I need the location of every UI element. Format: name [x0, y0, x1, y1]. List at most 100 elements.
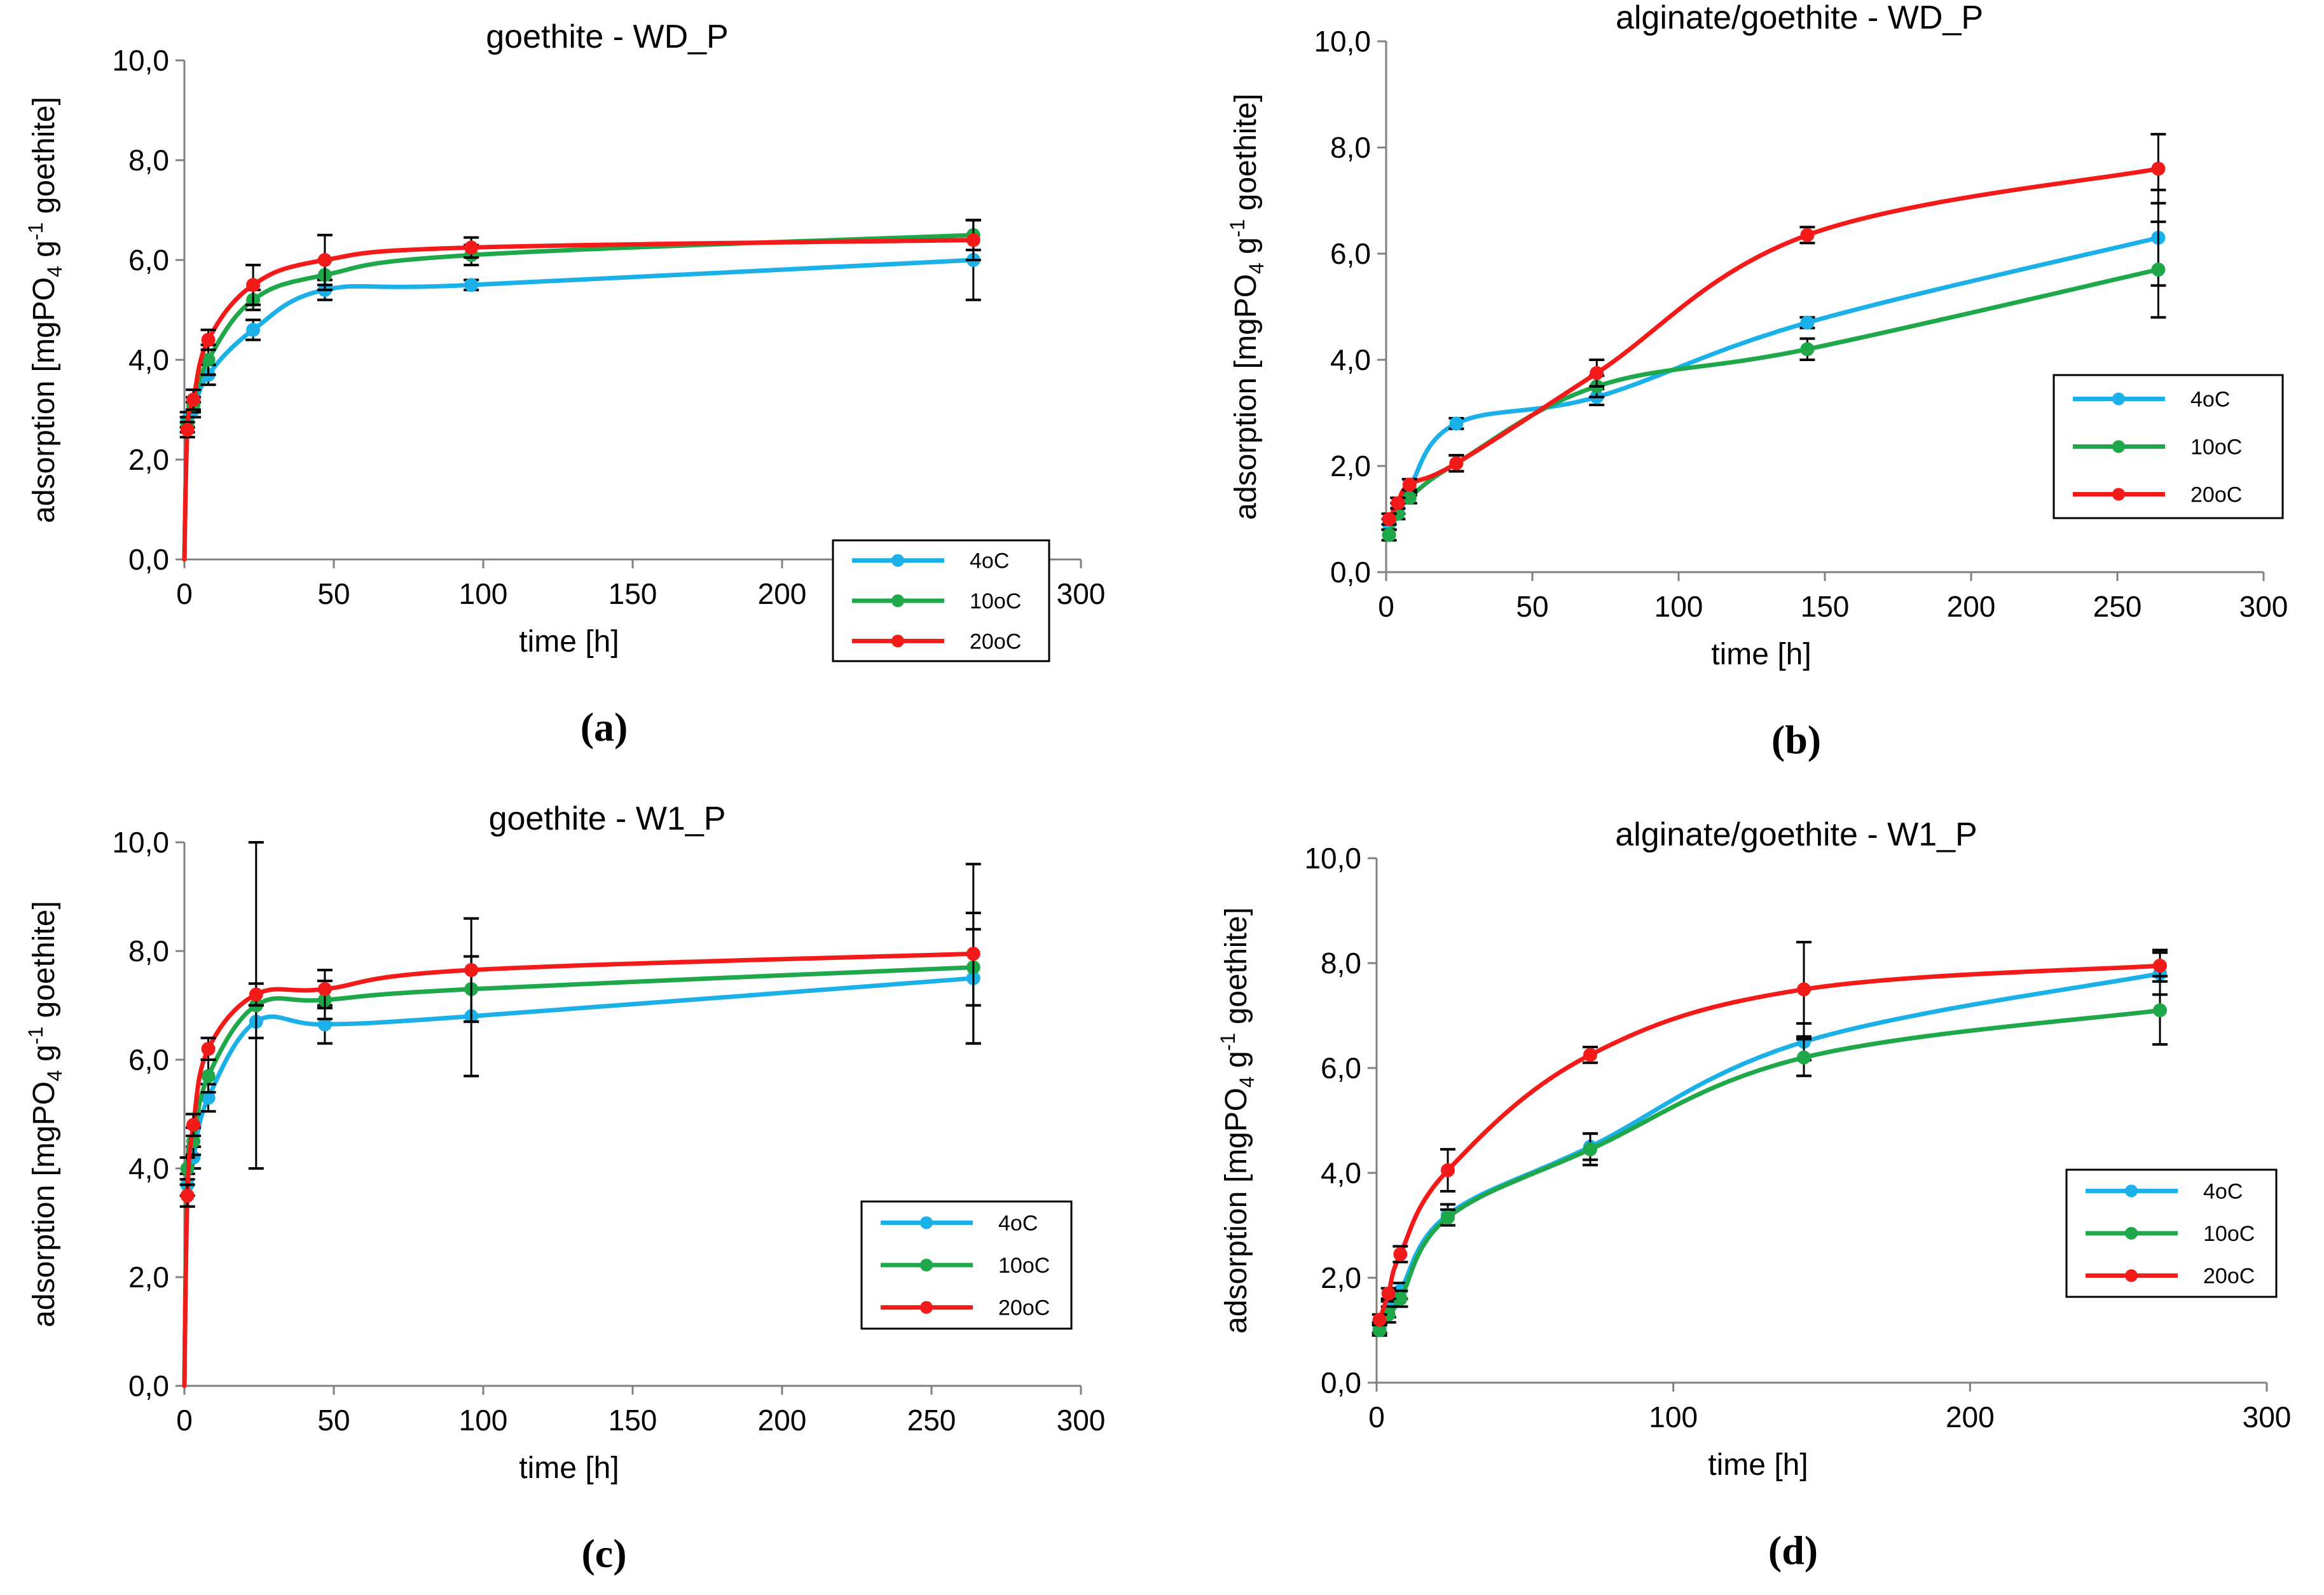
legend-label: 10oC	[970, 589, 1021, 613]
panel-d: alginate/goethite - W1_P 0,0 2,0 4,0 6,0 8,0 1…	[1157, 788, 2324, 1595]
data-point	[180, 422, 195, 437]
data-point	[317, 253, 332, 267]
legend-swatch-marker	[2125, 1184, 2138, 1198]
y-axis-label-pre: adsorption [mgPO	[27, 277, 61, 523]
y-tick-label: 4,0	[1330, 343, 1371, 376]
y-axis-label-sup: -1	[24, 222, 47, 240]
legend-swatch-marker	[2125, 1269, 2138, 1282]
y-tick-label: 10,0	[1314, 25, 1371, 58]
data-point	[464, 278, 479, 292]
series-line	[1387, 166, 2161, 521]
series-line	[182, 965, 976, 1388]
panel-caption: (a)	[581, 704, 628, 750]
legend-label: 10oC	[2190, 435, 2242, 460]
x-tick-label: 250	[2093, 590, 2142, 623]
y-tick-label: 4,0	[128, 1152, 169, 1185]
y-axis-label-sub: 4	[1235, 1076, 1258, 1088]
chart-title: alginate/goethite - WD_P	[1616, 0, 1983, 36]
series-line	[1387, 235, 2161, 527]
legend-label: 4oC	[998, 1211, 1038, 1235]
data-point	[966, 947, 980, 961]
data-point	[1449, 456, 1464, 470]
series-line	[1377, 971, 2162, 1330]
y-tick-label: 10,0	[112, 44, 169, 77]
x-tick-label: 200	[1947, 590, 1996, 623]
y-axis-label-sup: -1	[1226, 219, 1249, 237]
data-point	[1800, 342, 1815, 357]
data-point	[1402, 491, 1417, 505]
y-axis-label-sup: -1	[24, 1027, 47, 1044]
data-point	[201, 1069, 216, 1083]
legend: 4oC 10oC 20oC	[2065, 1168, 2278, 1298]
y-tick-label: 0,0	[1330, 556, 1371, 589]
series-line	[182, 257, 976, 562]
y-axis-label-post: goethite]	[1229, 93, 1263, 219]
x-tick-label: 100	[1649, 1400, 1698, 1434]
legend-swatch-marker	[891, 634, 904, 648]
y-tick-label: 8,0	[128, 144, 169, 177]
x-axis-label: time [h]	[519, 1451, 619, 1485]
data-point	[2153, 959, 2167, 973]
y-axis-label-post: goethite]	[27, 97, 61, 222]
data-point	[2151, 161, 2166, 176]
series-10oC	[1372, 975, 2168, 1338]
data-point	[201, 1041, 216, 1056]
x-tick-label: 150	[609, 1404, 657, 1437]
chart-title: goethite - WD_P	[486, 18, 729, 55]
data-point	[1583, 1142, 1597, 1156]
legend-label: 10oC	[998, 1254, 1050, 1278]
data-point	[246, 322, 261, 337]
data-point	[1372, 1313, 1387, 1327]
y-axis-label: adsorption [mgPO4 g-1 goethite]	[1226, 93, 1268, 520]
chart-svg: alginate/goethite - WD_P 0,0 2,0 4,0 6,0 8,0 1…	[1226, 0, 2288, 762]
x-tick-label: 100	[459, 577, 508, 610]
data-point	[1797, 982, 1811, 997]
x-tick-label: 300	[2239, 590, 2288, 623]
data-point	[1441, 1210, 1455, 1225]
y-axis-label-post: goethite]	[1220, 907, 1253, 1032]
x-tick-label: 200	[758, 1404, 807, 1437]
legend-swatch-marker	[891, 594, 904, 607]
y-tick-label: 0,0	[128, 543, 169, 576]
y-tick-label: 8,0	[128, 934, 169, 968]
y-axis-label-sub: 4	[43, 266, 66, 277]
series-4oC	[1372, 951, 2168, 1335]
x-axis-label: time [h]	[1711, 638, 1811, 671]
data-point	[1391, 496, 1405, 510]
data-point	[186, 1118, 201, 1132]
data-point	[966, 233, 980, 247]
legend-swatch-marker	[920, 1301, 933, 1314]
legend: 4oC 10oC 20oC	[860, 1200, 1073, 1330]
legend: 4oC 10oC 20oC	[832, 539, 1050, 662]
x-tick-label: 150	[609, 577, 657, 610]
x-tick-label: 0	[1378, 590, 1394, 623]
x-tick-label: 300	[1057, 577, 1106, 610]
series-line	[182, 951, 976, 1388]
y-axis-label-sub: 4	[1245, 263, 1268, 274]
y-axis-label-post: goethite]	[27, 901, 61, 1026]
y-tick-label: 6,0	[128, 243, 169, 277]
data-point	[1393, 1292, 1408, 1306]
legend-label: 20oC	[998, 1296, 1050, 1320]
panel-caption: (c)	[581, 1531, 626, 1576]
data-point	[1800, 315, 1815, 330]
legend-swatch-marker	[2125, 1227, 2138, 1240]
legend-label: 10oC	[2203, 1222, 2255, 1246]
y-axis-label: adsorption [mgPO4 g-1 goethite]	[24, 901, 66, 1327]
panel-caption: (d)	[1768, 1528, 1818, 1573]
series-20oC	[179, 219, 981, 562]
series-line	[1377, 1008, 2162, 1332]
legend: 4oC 10oC 20oC	[2052, 374, 2284, 519]
chart-title: alginate/goethite - W1_P	[1615, 816, 1977, 853]
y-axis-label-mid: g	[27, 240, 61, 266]
y-tick-label: 2,0	[128, 1261, 169, 1294]
series-line	[182, 233, 976, 562]
y-tick-label: 4,0	[1321, 1156, 1361, 1189]
series-10oC	[1381, 220, 2166, 542]
data-point	[1800, 228, 1815, 242]
data-point	[1393, 1247, 1408, 1261]
y-tick-label: 0,0	[1321, 1366, 1361, 1399]
legend-swatch-marker	[920, 1259, 933, 1271]
series-20oC	[179, 863, 981, 1388]
y-tick-label: 6,0	[128, 1043, 169, 1076]
